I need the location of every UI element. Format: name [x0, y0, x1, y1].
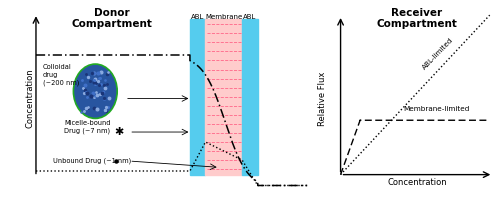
Text: Membrane: Membrane — [205, 14, 242, 20]
Text: ABL-limited: ABL-limited — [422, 36, 455, 70]
Text: Colloidal
drug
(~200 nm): Colloidal drug (~200 nm) — [43, 64, 80, 86]
Bar — [190, 19, 206, 175]
Text: Concentration: Concentration — [26, 69, 35, 128]
Text: ABL: ABL — [191, 14, 204, 20]
Text: Concentration: Concentration — [387, 178, 446, 187]
Text: Unbound Drug (~1 nm): Unbound Drug (~1 nm) — [53, 158, 131, 164]
Text: Receiver
Compartment: Receiver Compartment — [376, 8, 458, 30]
Text: Membrane-limited: Membrane-limited — [403, 106, 469, 112]
Text: ABL: ABL — [244, 14, 256, 20]
Text: Donor
Compartment: Donor Compartment — [72, 8, 152, 30]
Text: Micelle-bound
Drug (~7 nm): Micelle-bound Drug (~7 nm) — [64, 120, 110, 134]
Bar — [206, 19, 242, 175]
Bar — [242, 19, 258, 175]
Text: Relative Flux: Relative Flux — [318, 71, 328, 126]
Ellipse shape — [74, 64, 117, 118]
Text: ✱: ✱ — [114, 127, 124, 137]
